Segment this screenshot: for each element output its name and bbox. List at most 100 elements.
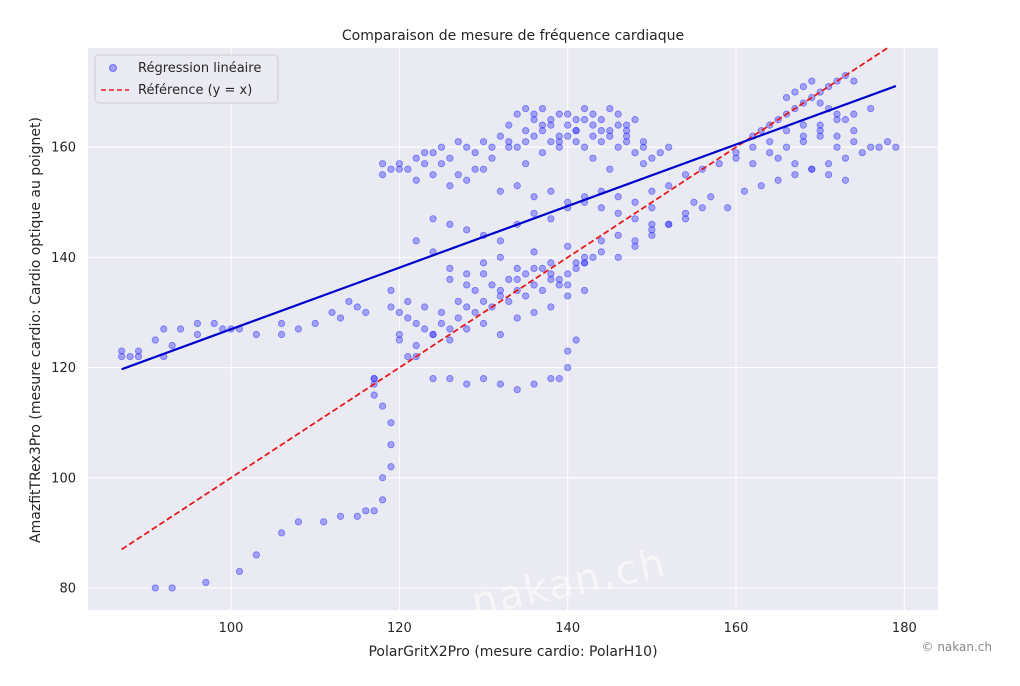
scatter-point: [336, 314, 345, 322]
scatter-point: [580, 253, 589, 261]
scatter-point: [656, 149, 664, 157]
scatter-points: [118, 71, 900, 592]
scatter-point: [353, 303, 361, 311]
scatter-point: [311, 319, 319, 328]
scatter-point: [522, 270, 530, 278]
scatter-point: [446, 264, 454, 272]
scatter-point: [724, 204, 732, 212]
scatter-point: [404, 165, 412, 173]
scatter-point: [850, 110, 858, 118]
scatter-point: [362, 308, 370, 317]
scatter-point: [471, 286, 479, 295]
scatter-point: [446, 374, 454, 383]
plot-background: [88, 48, 938, 610]
scatter-point: [782, 93, 791, 102]
scatter-point: [446, 220, 454, 228]
y-tick-label: 120: [51, 361, 76, 376]
scatter-point: [479, 259, 488, 267]
scatter-point: [589, 121, 597, 129]
scatter-point: [833, 110, 841, 118]
scatter-point: [589, 110, 597, 118]
scatter-point: [614, 121, 622, 129]
scatter-point: [446, 182, 454, 190]
scatter-point: [858, 149, 866, 157]
scatter-point: [210, 319, 218, 328]
scatter-point: [547, 374, 555, 383]
scatter-point: [429, 374, 437, 383]
scatter-point: [193, 319, 202, 328]
scatter-point: [471, 308, 479, 317]
scatter-point: [522, 292, 530, 300]
scatter-point: [370, 374, 378, 383]
scatter-point: [715, 160, 723, 168]
scatter-point: [580, 259, 589, 267]
scatter-point: [572, 336, 580, 344]
scatter-point: [606, 105, 614, 113]
scatter-point: [395, 330, 403, 339]
scatter-point: [437, 319, 446, 328]
scatter-point: [547, 215, 555, 223]
x-tick-label: 180: [892, 621, 917, 636]
scatter-point: [538, 149, 547, 157]
scatter-point: [883, 138, 892, 146]
scatter-point: [530, 132, 538, 140]
scatter-point: [791, 160, 799, 168]
scatter-point: [564, 270, 572, 278]
scatter-point: [404, 314, 412, 322]
scatter-point: [421, 160, 429, 168]
scatter-point: [681, 209, 690, 217]
scatter-point: [791, 171, 799, 179]
scatter-point: [522, 127, 530, 135]
scatter-point: [564, 121, 572, 129]
scatter-point: [454, 138, 462, 146]
scatter-point: [538, 127, 547, 135]
scatter-point: [530, 308, 538, 317]
scatter-point: [614, 143, 622, 151]
scatter-point: [639, 160, 648, 168]
scatter-point: [606, 165, 614, 173]
scatter-point: [463, 226, 471, 234]
scatter-point: [387, 286, 395, 295]
scatter-point: [252, 330, 260, 339]
scatter-point: [522, 160, 530, 168]
scatter-point: [362, 507, 370, 515]
scatter-point: [412, 176, 420, 184]
scatter-point: [631, 116, 639, 124]
scatter-point: [454, 314, 462, 322]
scatter-point: [572, 259, 580, 267]
scatter-point: [446, 154, 454, 162]
scatter-point: [572, 264, 580, 272]
scatter-point: [816, 121, 824, 129]
grid: [88, 48, 938, 610]
ticks: 100 120 140 160 180 80 100 120 140 160: [51, 141, 917, 636]
scatter-point: [118, 347, 126, 355]
scatter-point: [606, 127, 614, 135]
scatter-point: [530, 110, 538, 118]
scatter-point: [580, 105, 589, 113]
scatter-point: [277, 330, 286, 339]
scatter-point: [538, 105, 547, 113]
scatter-point: [429, 215, 437, 223]
scatter-point: [463, 143, 471, 151]
scatter-point: [816, 132, 824, 140]
scatter-point: [513, 275, 521, 284]
scatter-point: [463, 325, 471, 333]
scatter-point: [454, 297, 462, 306]
scatter-point: [555, 374, 563, 383]
scatter-point: [665, 143, 673, 151]
scatter-point: [412, 237, 420, 245]
scatter-point: [749, 160, 757, 168]
scatter-point: [597, 116, 605, 124]
scatter-point: [547, 303, 555, 311]
scatter-point: [370, 391, 378, 399]
scatter-point: [479, 165, 488, 173]
scatter-point: [513, 386, 521, 394]
scatter-point: [496, 380, 504, 388]
scatter-point: [404, 352, 412, 361]
scatter-point: [378, 474, 387, 482]
scatter-point: [505, 121, 513, 129]
scatter-point: [378, 496, 387, 504]
scatter-point: [555, 138, 563, 146]
scatter-point: [168, 584, 176, 592]
